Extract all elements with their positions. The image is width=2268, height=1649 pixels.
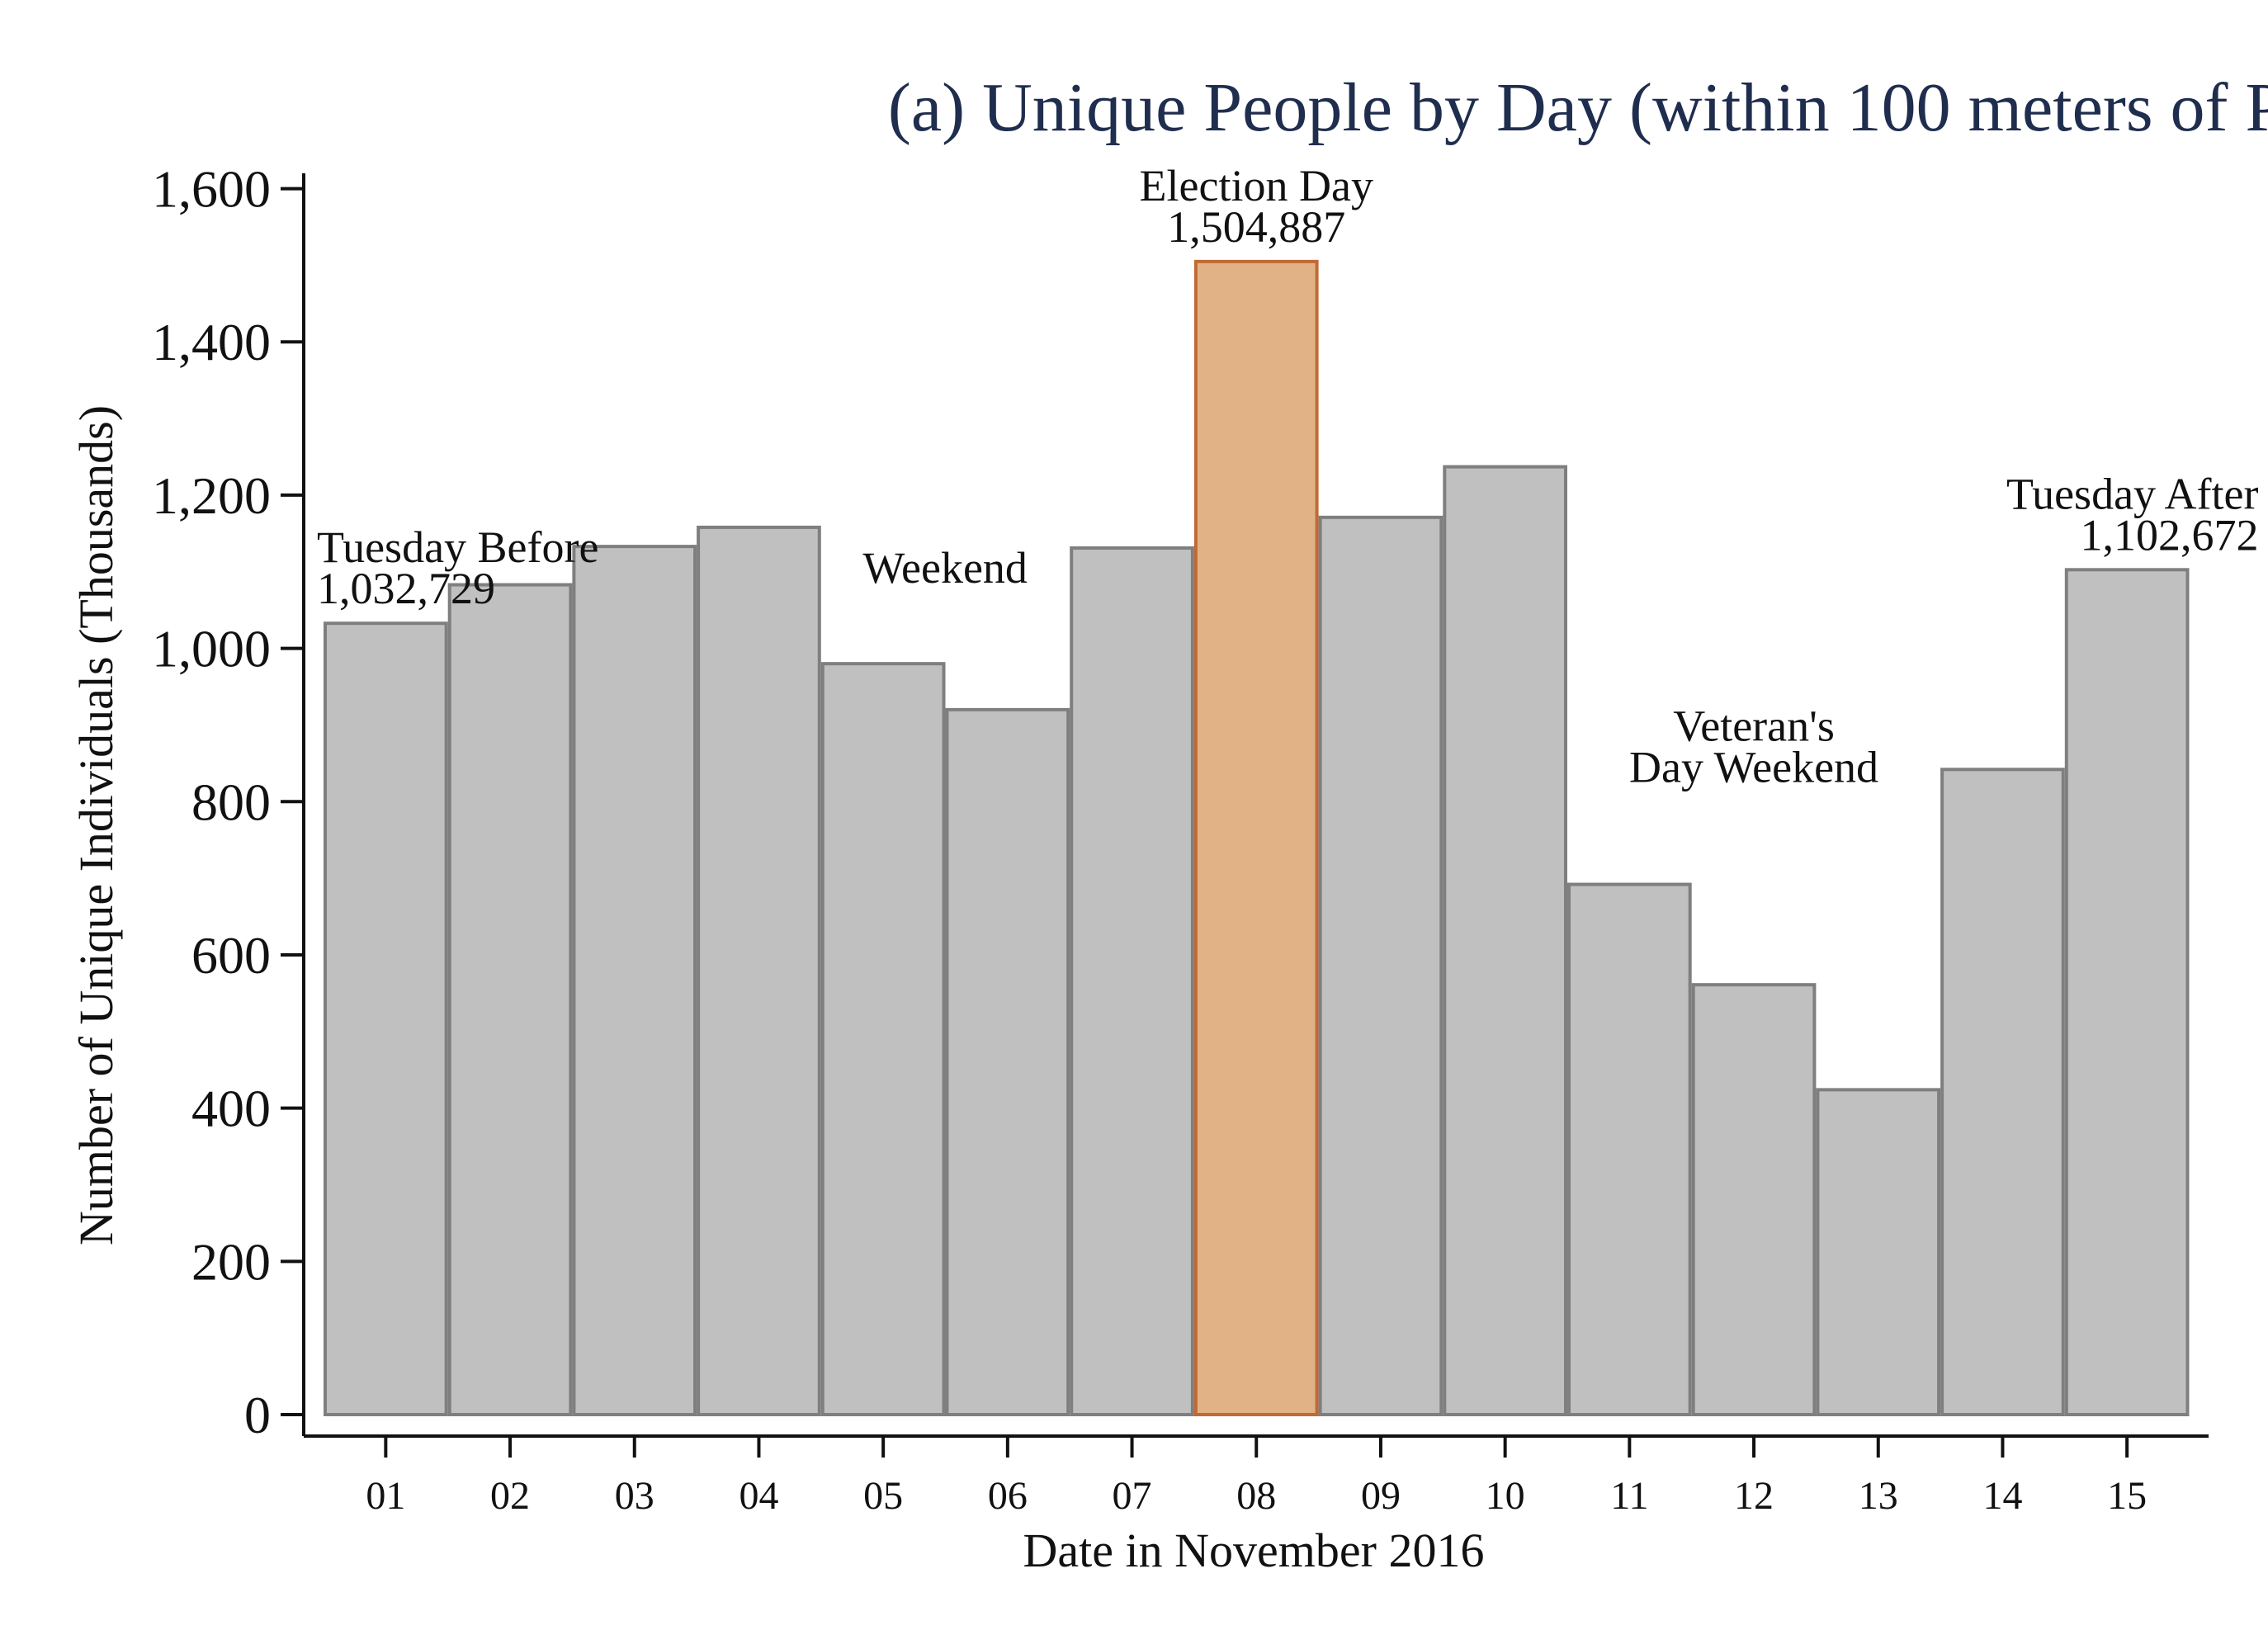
x-tick-label: 15 xyxy=(2107,1474,2147,1518)
x-tick-label: 09 xyxy=(1361,1474,1401,1518)
annotation-label: 1,504,887 xyxy=(1167,202,1345,252)
bar xyxy=(447,583,573,1416)
bar xyxy=(1443,465,1568,1416)
y-axis: 0 200 400 600 800 1,000 1,200 1,400 1,600 xyxy=(152,160,305,1444)
annotation-label: Weekend xyxy=(862,543,1028,593)
y-tick-label: 1,600 xyxy=(152,160,271,219)
annotation-label: Election Day xyxy=(1140,161,1373,210)
bar xyxy=(945,707,1070,1416)
y-tick-label: 1,000 xyxy=(152,620,271,678)
x-tick-label: 11 xyxy=(1610,1474,1648,1518)
x-tick-label: 13 xyxy=(1859,1474,1898,1518)
bar-highlight xyxy=(1193,259,1319,1416)
bars xyxy=(324,259,2190,1417)
x-tick-label: 08 xyxy=(1236,1474,1276,1518)
annotation-label: Veteran's xyxy=(1673,701,1835,750)
annotation-label: 1,102,672 xyxy=(2081,510,2259,560)
y-axis-title: Number of Unique Individuals (Thousands) xyxy=(69,405,123,1245)
bar xyxy=(1070,546,1194,1416)
y-tick-label: 1,200 xyxy=(152,466,271,525)
bar xyxy=(820,662,946,1416)
x-tick-label: 03 xyxy=(615,1474,654,1518)
x-tick-label: 05 xyxy=(863,1474,903,1518)
annotation-label: Day Weekend xyxy=(1629,742,1878,791)
bar xyxy=(324,621,448,1416)
annotation-label: Tuesday After xyxy=(2006,469,2259,518)
x-tick-label: 02 xyxy=(490,1474,530,1518)
annotation-label: 1,032,729 xyxy=(317,564,495,613)
x-axis: 01 02 03 04 05 06 07 08 09 10 11 12 13 14 15 xyxy=(304,1434,2209,1518)
x-tick-label: 06 xyxy=(988,1474,1028,1518)
x-axis-title: Date in November 2016 xyxy=(1023,1524,1485,1577)
x-tick-label: 10 xyxy=(1486,1474,1525,1518)
y-tick-label: 200 xyxy=(191,1232,271,1291)
chart-title: (a) Unique People by Day (within 100 met… xyxy=(888,69,2268,146)
x-tick-label: 12 xyxy=(1734,1474,1774,1518)
y-tick-label: 400 xyxy=(191,1080,271,1138)
bar xyxy=(1567,882,1692,1417)
bar xyxy=(1691,983,1817,1417)
x-tick-label: 14 xyxy=(1982,1474,2022,1518)
x-tick-label: 04 xyxy=(739,1474,778,1518)
annotation-label: Tuesday Before xyxy=(317,522,598,572)
bar xyxy=(1940,768,2065,1416)
y-tick-label: 1,400 xyxy=(152,313,271,371)
bar xyxy=(1318,515,1443,1416)
bar xyxy=(1816,1088,1941,1416)
bar xyxy=(2064,568,2190,1416)
bar xyxy=(697,525,821,1416)
y-tick-label: 0 xyxy=(244,1386,271,1444)
y-tick-label: 600 xyxy=(191,926,271,985)
y-tick-label: 800 xyxy=(191,773,271,831)
x-tick-label: 01 xyxy=(366,1474,405,1518)
bar xyxy=(572,545,697,1416)
x-tick-label: 07 xyxy=(1113,1474,1152,1518)
